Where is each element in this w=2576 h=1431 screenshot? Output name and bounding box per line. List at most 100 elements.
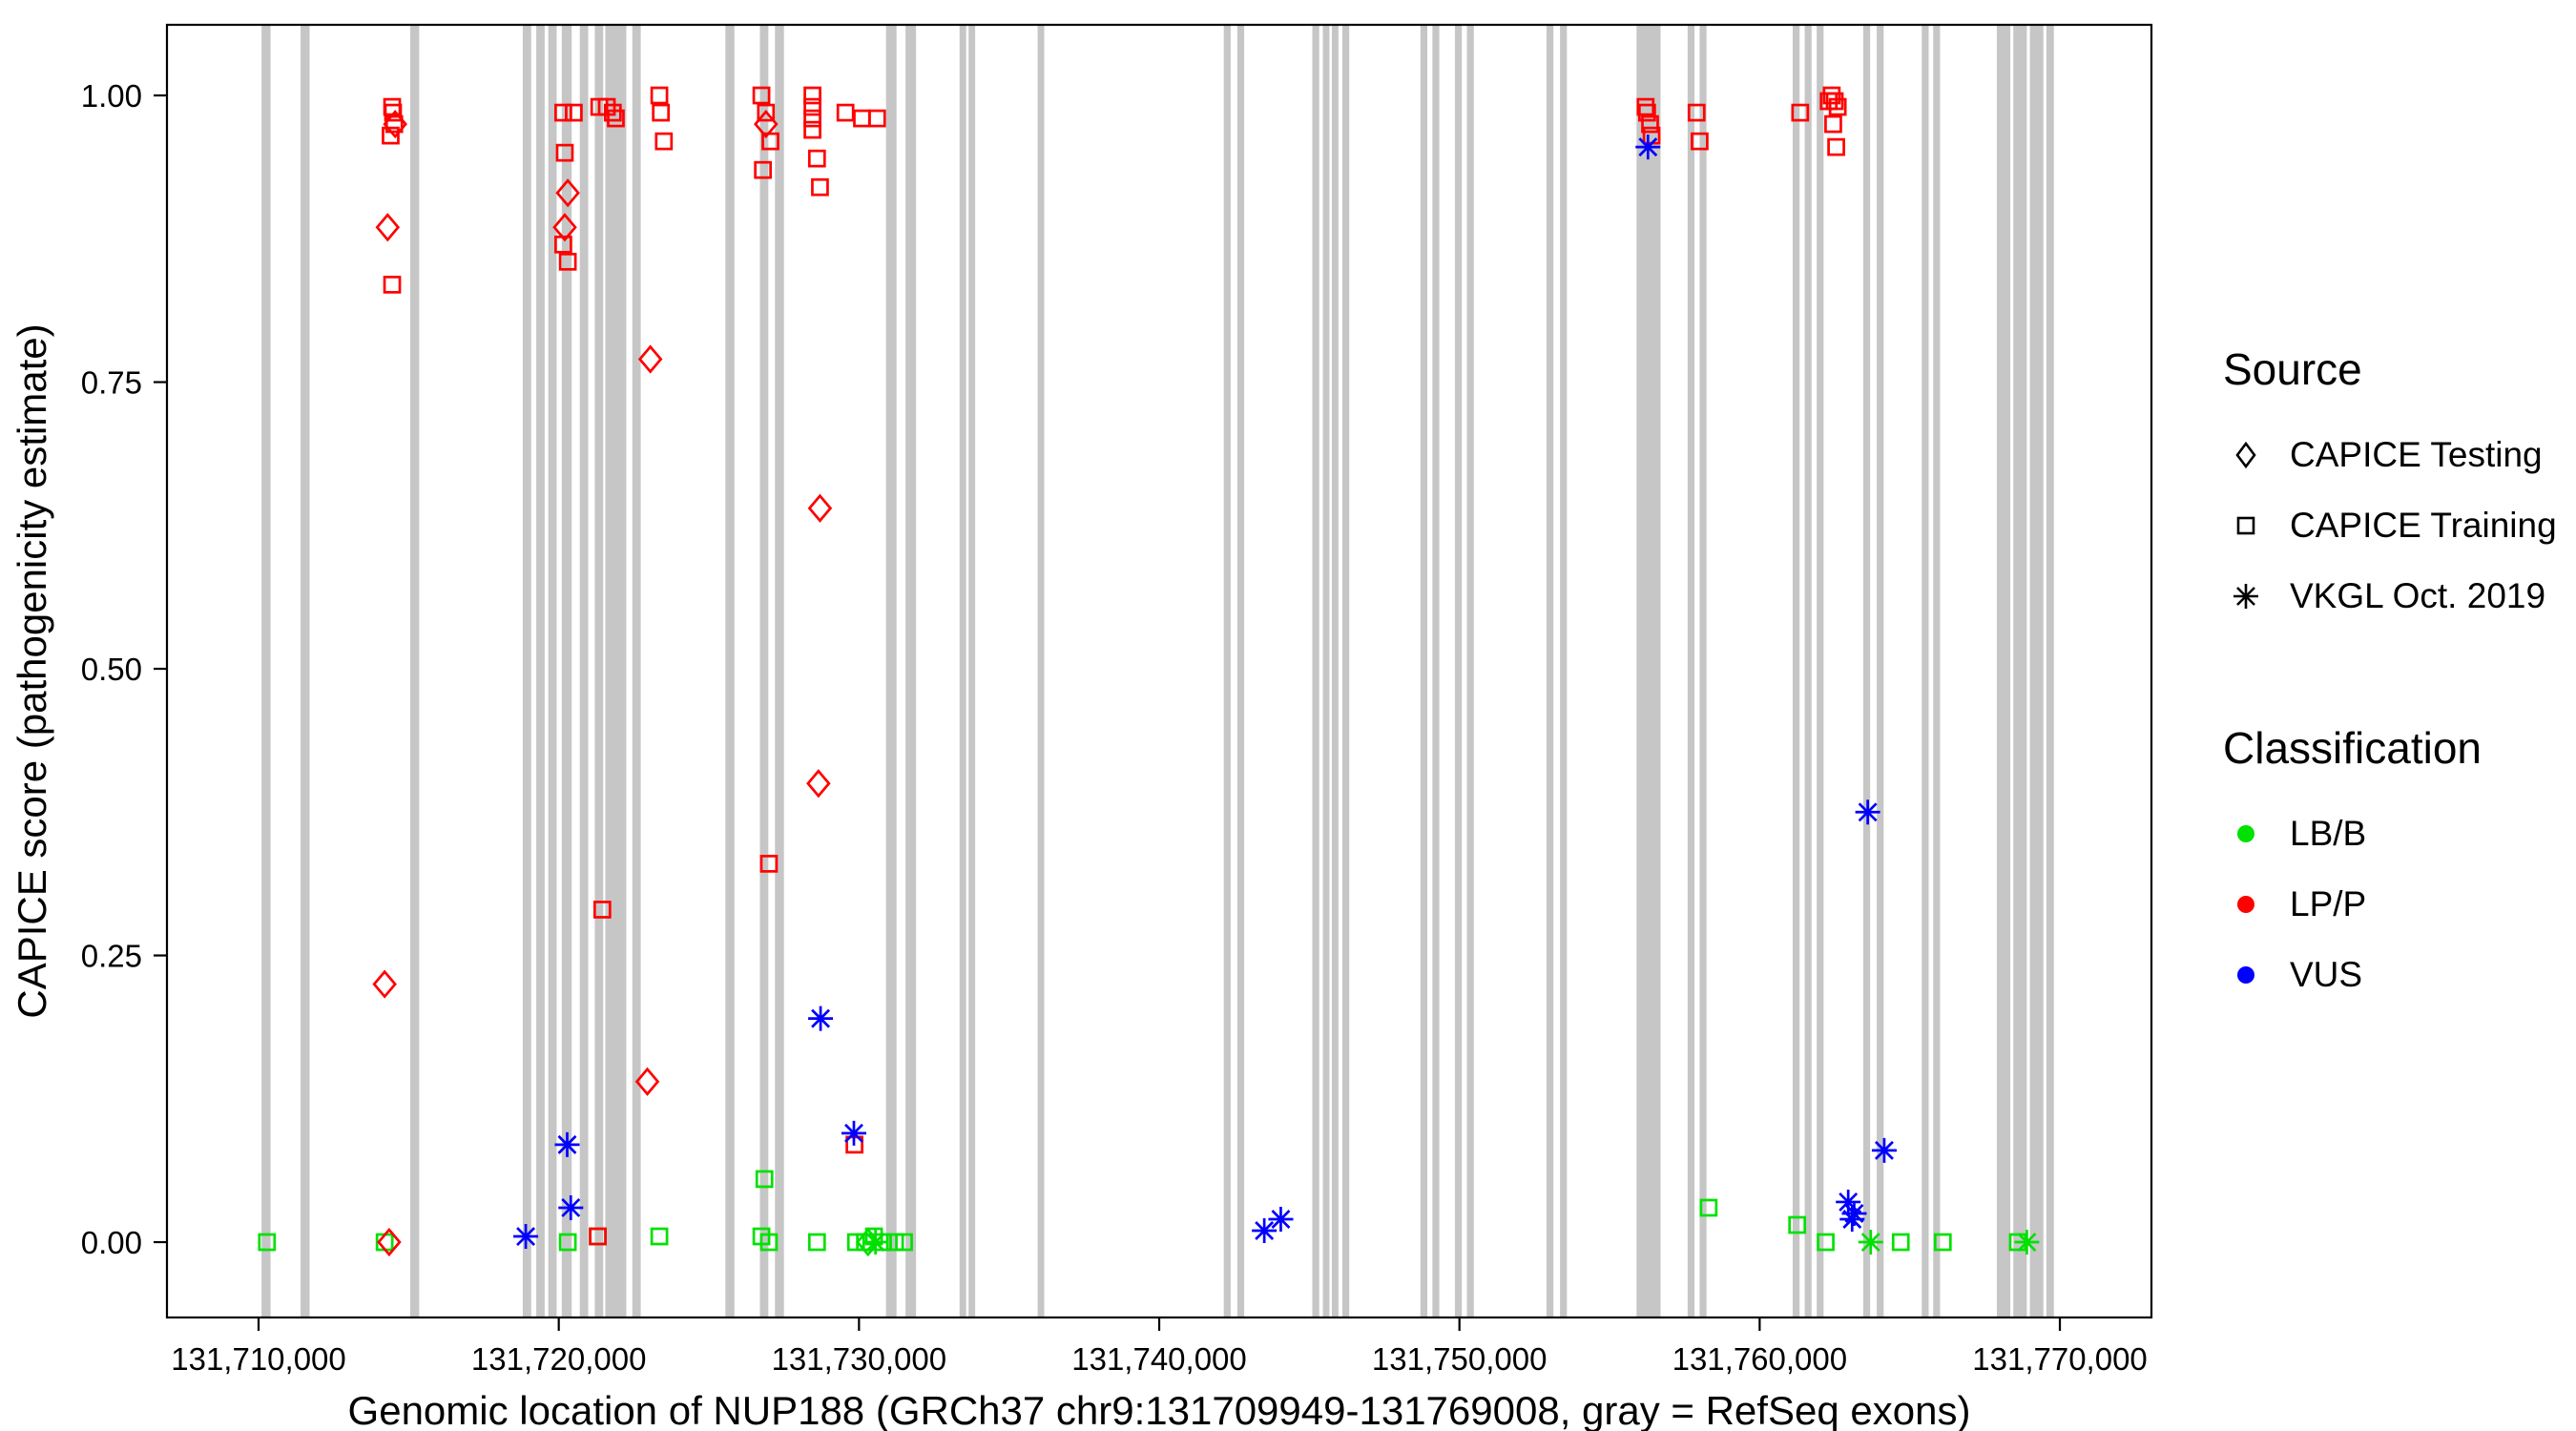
- exon-bar: [1877, 25, 1884, 1317]
- data-point-square: [597, 97, 616, 116]
- exon-bar: [1223, 25, 1231, 1317]
- exon-bar: [1236, 25, 1245, 1317]
- data-point-diamond: [383, 110, 407, 139]
- y-tick-label: 0.25: [81, 939, 142, 974]
- exon-bar: [968, 25, 976, 1317]
- data-point-square: [757, 103, 776, 122]
- data-point-square: [554, 103, 572, 122]
- data-point-square: [811, 177, 829, 197]
- legend: Source CAPICE Testing CAPICE Training: [2223, 343, 2557, 1010]
- data-point-square: [384, 114, 404, 134]
- data-point-square: [761, 132, 779, 151]
- legend-item-label: LP/P: [2290, 884, 2367, 923]
- exon-bar: [1454, 25, 1463, 1317]
- data-point-square: [807, 1233, 826, 1252]
- legend-item-label: VUS: [2290, 955, 2363, 994]
- legend-classification-title: Classification: [2223, 723, 2482, 773]
- data-point-diamond: [754, 110, 779, 139]
- asterisk-icon: [2233, 584, 2258, 609]
- data-point-square: [382, 126, 400, 145]
- data-point-square: [803, 120, 821, 139]
- x-tick-label: 131,770,000: [1972, 1341, 2148, 1377]
- exon-bar: [725, 25, 735, 1317]
- data-point-square: [836, 103, 855, 122]
- data-point-asterisk: [2014, 1230, 2040, 1255]
- exon-bar: [1922, 25, 1929, 1317]
- data-point-asterisk: [558, 1194, 584, 1220]
- data-point-square: [752, 86, 771, 105]
- exon-bar: [1331, 25, 1339, 1317]
- y-tick-label: 0.50: [81, 652, 142, 687]
- exon-bar: [1037, 25, 1045, 1317]
- data-point-square: [603, 103, 622, 122]
- data-point-diamond: [634, 1067, 660, 1096]
- x-axis-title: Genomic location of NUP188 (GRCh37 chr9:…: [348, 1388, 1971, 1431]
- data-point-asterisk: [1252, 1218, 1278, 1244]
- data-point-asterisk: [808, 1006, 834, 1031]
- square-icon: [2236, 516, 2255, 535]
- x-axis: 131,710,000 131,720,000 131,730,000 131,740…: [171, 1317, 2148, 1377]
- series-lpp-training: [382, 86, 1847, 1246]
- data-point-square: [759, 1233, 779, 1252]
- exon-bars: [261, 25, 2054, 1317]
- data-point-square: [1933, 1233, 1952, 1252]
- data-point-asterisk: [1839, 1206, 1865, 1232]
- exon-bar: [1699, 25, 1707, 1317]
- x-tick-label: 131,730,000: [772, 1341, 947, 1377]
- exon-bar: [536, 25, 545, 1317]
- data-point-square: [867, 109, 886, 128]
- exon-bar: [1466, 25, 1474, 1317]
- data-point-square: [1641, 114, 1659, 134]
- y-tick-label: 1.00: [81, 78, 142, 114]
- data-point-asterisk: [841, 1120, 866, 1146]
- data-point-asterisk: [1268, 1206, 1294, 1232]
- exon-bar: [594, 25, 604, 1317]
- x-tick-label: 131,750,000: [1372, 1341, 1548, 1377]
- data-point-square: [565, 103, 583, 122]
- y-axis-title: CAPICE score (pathogenicity estimate): [10, 323, 54, 1018]
- legend-item-lpp: LP/P: [2223, 869, 2557, 940]
- exon-bar: [1862, 25, 1871, 1317]
- exon-bar: [561, 25, 572, 1317]
- legend-item-label: LB/B: [2290, 814, 2367, 853]
- data-point-square: [558, 252, 577, 271]
- exon-bar: [605, 25, 627, 1317]
- exon-bar: [522, 25, 531, 1317]
- data-point-diamond: [807, 493, 833, 523]
- series-lbb-vkgl: [862, 1230, 2040, 1255]
- exon-bar: [2029, 25, 2044, 1317]
- data-point-asterisk: [554, 1131, 580, 1157]
- data-point-square: [384, 103, 403, 122]
- exon-bar: [775, 25, 784, 1317]
- data-point-square: [1828, 97, 1847, 116]
- exon-bar: [759, 25, 769, 1317]
- data-point-square: [1691, 132, 1709, 151]
- exon-bar: [905, 25, 917, 1317]
- data-point-square: [654, 132, 674, 151]
- legend-item-label: CAPICE Testing: [2290, 435, 2543, 474]
- data-point-asterisk: [513, 1224, 539, 1250]
- data-point-square: [1788, 1215, 1807, 1234]
- data-point-square: [383, 276, 402, 294]
- data-point-square: [607, 109, 625, 128]
- data-point-square: [652, 103, 671, 122]
- exon-bar: [1817, 25, 1824, 1317]
- data-point-square: [1687, 103, 1706, 122]
- legend-item-lbb: LB/B: [2223, 798, 2557, 869]
- data-point-square: [1827, 137, 1845, 156]
- data-point-square: [555, 143, 574, 162]
- data-point-square: [1638, 103, 1656, 122]
- exon-bar: [1560, 25, 1568, 1317]
- data-point-diamond: [637, 344, 663, 374]
- exon-bar: [1322, 25, 1330, 1317]
- data-point-asterisk: [862, 1230, 888, 1255]
- exon-bar: [885, 25, 897, 1317]
- exon-bar: [409, 25, 420, 1317]
- data-point-square: [650, 86, 669, 105]
- y-tick-label: 0.00: [81, 1225, 142, 1260]
- exon-bar: [1420, 25, 1428, 1317]
- data-point-square: [258, 1233, 277, 1252]
- data-point-square: [383, 97, 402, 116]
- data-point-square: [853, 109, 871, 128]
